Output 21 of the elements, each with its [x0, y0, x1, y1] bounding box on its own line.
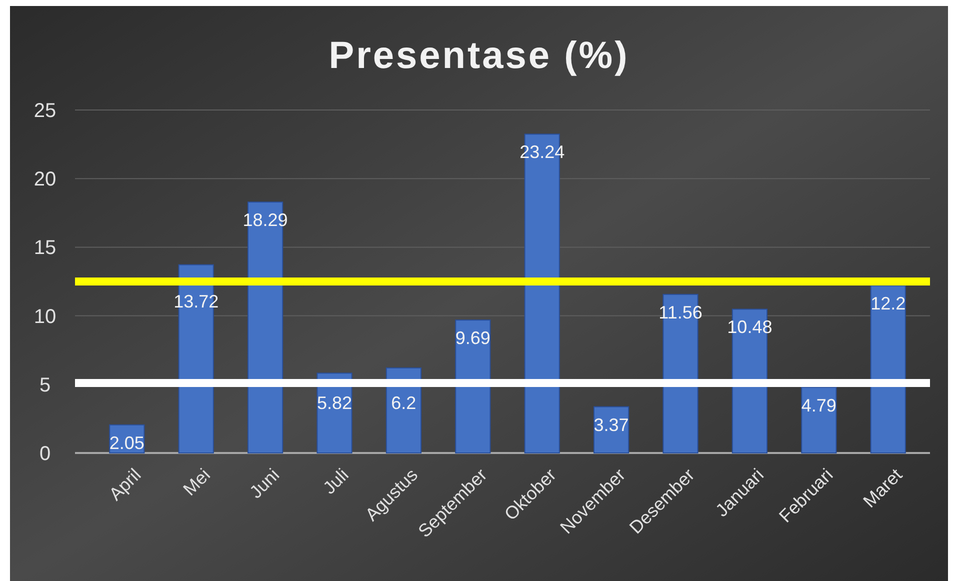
data-label: 5.82 [316, 393, 352, 414]
data-label: 9.69 [455, 328, 490, 348]
bar [594, 406, 630, 454]
y-tick-label: 5 [39, 374, 51, 396]
y-tick-label: 10 [34, 306, 56, 328]
bar [455, 320, 491, 454]
data-label: 4.79 [801, 395, 836, 416]
x-tick-label: Juli [319, 464, 352, 498]
data-label: 12.2 [870, 294, 906, 314]
data-label: 3.37 [594, 414, 629, 435]
y-tick-label: 20 [34, 168, 56, 191]
chart-title: Presentase (%) [328, 35, 630, 77]
x-tick-label: Juni [246, 464, 284, 502]
data-label: 6.2 [391, 393, 416, 414]
bar [801, 386, 837, 454]
y-tick-label: 0 [39, 443, 51, 465]
x-tick-label: Mei [179, 464, 214, 500]
y-tick-label: 15 [34, 237, 56, 260]
data-label: 2.05 [109, 432, 144, 453]
y-tick-label: 25 [34, 100, 56, 122]
bar [870, 285, 906, 454]
